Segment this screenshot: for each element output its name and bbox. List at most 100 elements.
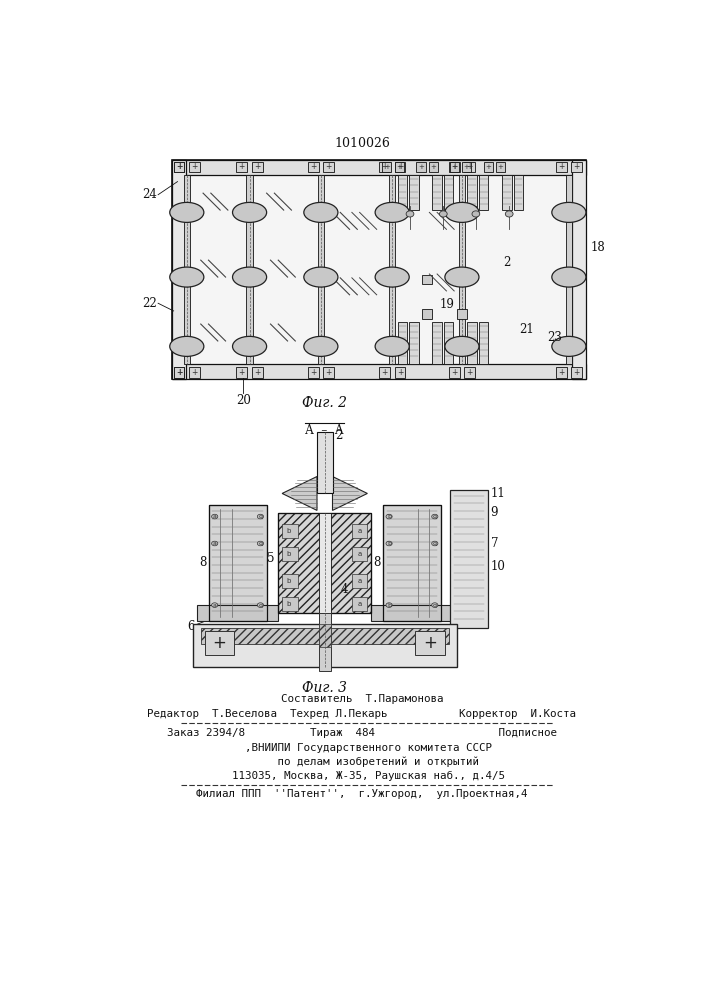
Text: 21: 21 (519, 323, 534, 336)
Bar (282, 574, 298, 588)
Ellipse shape (445, 202, 479, 222)
Bar (397, 175, 407, 210)
Bar (433, 322, 442, 364)
Text: +: + (325, 368, 332, 377)
Polygon shape (282, 477, 317, 510)
Bar (450, 162, 459, 172)
Text: +: + (381, 162, 387, 171)
Text: +: + (176, 162, 182, 171)
Ellipse shape (304, 336, 338, 356)
Bar (323, 367, 334, 378)
Bar (416, 631, 445, 655)
Bar (397, 322, 407, 364)
Ellipse shape (211, 514, 218, 519)
Ellipse shape (445, 267, 479, 287)
Bar (319, 624, 331, 647)
Bar (479, 175, 489, 210)
Text: 24: 24 (141, 188, 156, 201)
Text: 3: 3 (334, 491, 341, 504)
Bar (172, 364, 586, 379)
Ellipse shape (432, 514, 438, 519)
Bar (571, 367, 582, 378)
Text: +: + (485, 164, 491, 170)
Text: +: + (431, 164, 436, 170)
Bar (449, 367, 460, 378)
Text: +: + (451, 368, 457, 377)
Ellipse shape (257, 514, 264, 519)
Text: q: q (433, 514, 437, 519)
Ellipse shape (432, 603, 438, 607)
Text: b: b (387, 541, 391, 546)
Text: +: + (464, 164, 469, 170)
Text: 5: 5 (267, 552, 274, 565)
Text: 1010026: 1010026 (334, 137, 390, 150)
Text: 2: 2 (503, 256, 510, 269)
Text: +: + (573, 368, 580, 377)
Polygon shape (332, 477, 368, 510)
Bar (323, 162, 334, 172)
Text: +: + (176, 162, 182, 171)
Text: Фиг. 3: Фиг. 3 (303, 681, 347, 695)
Bar (556, 367, 566, 378)
Bar (382, 162, 392, 172)
Bar (556, 162, 566, 172)
Bar (252, 367, 263, 378)
Text: +: + (397, 162, 403, 171)
Text: +: + (558, 162, 564, 171)
Bar (464, 367, 475, 378)
Bar (571, 162, 582, 172)
Bar (462, 162, 472, 172)
Bar (317, 175, 324, 364)
Text: Фиг. 2: Фиг. 2 (303, 396, 347, 410)
Bar (395, 162, 405, 172)
Text: +: + (310, 368, 316, 377)
Text: 20: 20 (236, 394, 251, 407)
Bar (409, 322, 419, 364)
Ellipse shape (211, 603, 218, 607)
Text: +: + (254, 162, 260, 171)
Bar (383, 505, 441, 620)
Text: +: + (381, 368, 387, 377)
Text: b: b (286, 551, 291, 557)
Ellipse shape (552, 202, 586, 222)
Ellipse shape (170, 267, 204, 287)
Bar (172, 160, 586, 175)
Ellipse shape (233, 267, 267, 287)
Bar (247, 175, 252, 364)
Bar (252, 162, 263, 172)
Text: q: q (433, 603, 437, 608)
Bar (193, 624, 457, 667)
Text: +: + (467, 368, 473, 377)
Text: 19: 19 (440, 298, 455, 311)
Text: +: + (451, 162, 457, 171)
Bar (236, 367, 247, 378)
Bar (502, 175, 512, 210)
Ellipse shape (375, 267, 409, 287)
Text: b: b (286, 578, 291, 584)
Text: 8: 8 (199, 556, 206, 569)
Bar (282, 524, 298, 538)
Text: А  –  А: А – А (305, 424, 344, 437)
Bar (379, 367, 390, 378)
Ellipse shape (375, 336, 409, 356)
Text: +: + (498, 164, 503, 170)
Text: 10: 10 (491, 560, 506, 573)
Bar (566, 175, 572, 364)
Ellipse shape (211, 541, 218, 546)
Bar (395, 162, 404, 172)
Text: b: b (387, 603, 391, 608)
Text: +: + (176, 368, 182, 377)
Bar (204, 631, 234, 655)
Text: по делам изобретений и открытий: по делам изобретений и открытий (245, 757, 479, 767)
Text: q: q (259, 514, 262, 519)
Text: 6: 6 (187, 620, 194, 633)
Text: a: a (213, 514, 216, 519)
Text: +: + (397, 368, 403, 377)
Bar (197, 605, 279, 620)
Bar (479, 322, 489, 364)
Text: q: q (259, 541, 262, 546)
Bar (352, 597, 368, 611)
Ellipse shape (552, 336, 586, 356)
Text: +: + (192, 162, 198, 171)
Text: a: a (213, 541, 216, 546)
